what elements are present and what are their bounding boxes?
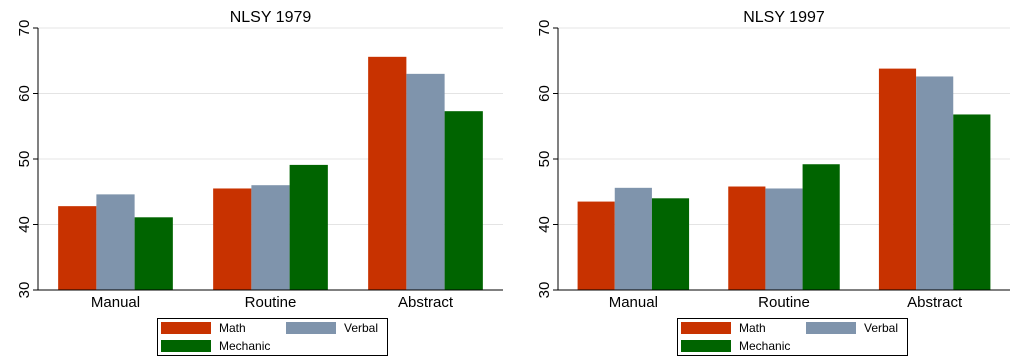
y-tick-label-50: 50 <box>536 151 553 168</box>
y-tick-label-60: 60 <box>536 85 553 102</box>
bar-math-manual <box>577 201 615 290</box>
y-tick-label-30: 30 <box>536 282 553 299</box>
chart-panel-nlsy-1979: NLSY 1979 Manual Routine Abstract 30 40 50 60 70… <box>16 9 503 356</box>
bar-math-abstract <box>878 68 917 290</box>
x-tick-label-abstract: Abstract <box>398 294 454 311</box>
y-tick-label-60: 60 <box>16 85 33 102</box>
chart-title: NLSY 1997 <box>743 9 825 26</box>
legend-label-verbal: Verbal <box>864 321 899 335</box>
bar-mechanic-routine <box>289 164 328 290</box>
legend-label-math: Math <box>739 321 766 335</box>
bar-chart-nlsy-1979: NLSY 1979 Manual Routine Abstract 30 40 50 60 70 <box>16 9 503 311</box>
legend-swatch-verbal <box>286 322 336 334</box>
bar-mechanic-abstract <box>953 114 991 291</box>
legend-swatch-verbal <box>806 322 856 334</box>
bar-mechanic-routine <box>802 164 840 290</box>
bar-verbal-manual <box>96 194 135 290</box>
y-tick-label-30: 30 <box>16 282 33 299</box>
legend-swatch-mechanic <box>681 340 731 352</box>
legend-item-math: Math <box>681 321 766 335</box>
legend-swatch-math <box>161 322 211 334</box>
legend-label-mechanic: Mechanic <box>219 339 271 353</box>
y-tick-label-40: 40 <box>16 216 33 233</box>
chart-legend: Math Verbal Mechanic <box>677 318 908 356</box>
bar-mechanic-manual <box>651 198 690 290</box>
x-tick-label-abstract: Abstract <box>907 294 963 311</box>
bar-math-routine <box>213 188 252 290</box>
chart-legend: Math Verbal Mechanic <box>157 318 388 356</box>
legend-label-math: Math <box>219 321 246 335</box>
legend-swatch-math <box>681 322 731 334</box>
y-tick-label-70: 70 <box>536 20 553 37</box>
bar-math-abstract <box>368 56 407 290</box>
legend-label-verbal: Verbal <box>344 321 379 335</box>
legend-item-math: Math <box>161 321 246 335</box>
bar-verbal-abstract <box>406 73 445 290</box>
legend-item-verbal: Verbal <box>286 321 378 335</box>
chart-panel-nlsy-1997: NLSY 1997 Manual Routine Abstract 30 40 50 60 70… <box>505 0 1010 356</box>
legend-item-verbal: Verbal <box>806 321 898 335</box>
x-tick-label-routine: Routine <box>245 294 297 311</box>
chart-title: NLSY 1979 <box>230 9 312 26</box>
bar-mechanic-manual <box>134 217 173 290</box>
x-tick-label-manual: Manual <box>91 294 140 311</box>
y-tick-label-40: 40 <box>536 216 553 233</box>
y-tick-label-70: 70 <box>16 20 33 37</box>
bar-verbal-routine <box>251 185 290 290</box>
legend-swatch-mechanic <box>161 340 211 352</box>
legend-item-mechanic: Mechanic <box>161 339 270 353</box>
bar-math-manual <box>58 206 97 290</box>
bar-mechanic-abstract <box>444 111 483 290</box>
legend-item-mechanic: Mechanic <box>681 339 790 353</box>
bar-verbal-routine <box>765 188 803 290</box>
bar-verbal-manual <box>614 187 652 290</box>
bar-verbal-abstract <box>916 76 954 290</box>
y-tick-label-50: 50 <box>16 151 33 168</box>
x-tick-label-manual: Manual <box>609 294 658 311</box>
legend-label-mechanic: Mechanic <box>739 339 791 353</box>
x-tick-label-routine: Routine <box>758 294 810 311</box>
bar-chart-nlsy-1997: NLSY 1997 Manual Routine Abstract 30 40 50 60 70 <box>536 9 1010 311</box>
bar-math-routine <box>728 186 766 290</box>
